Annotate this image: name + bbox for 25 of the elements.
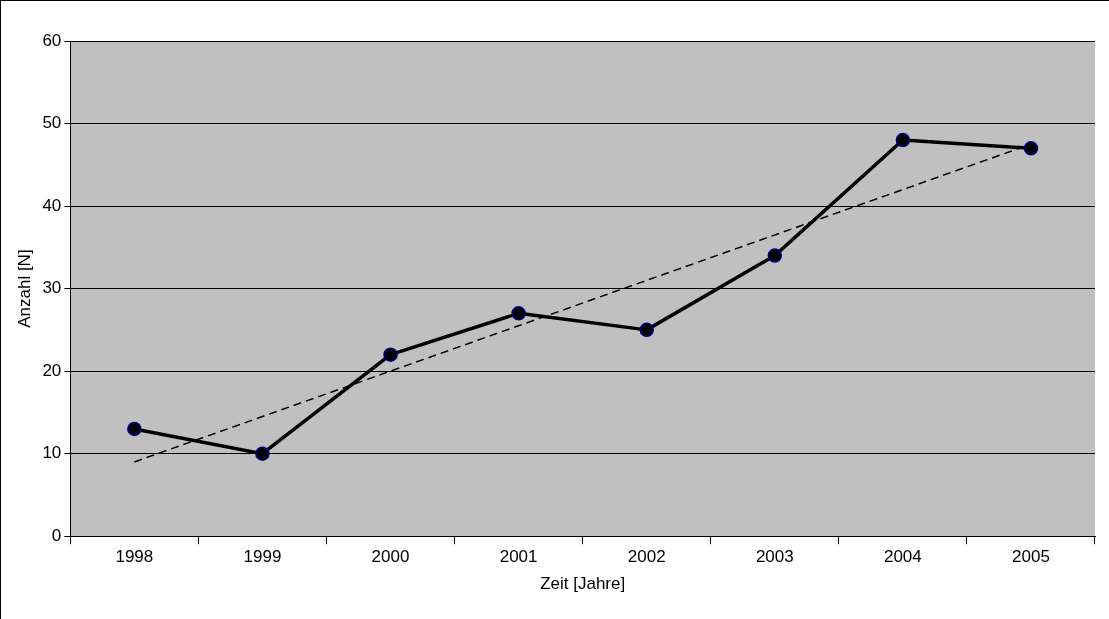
point xyxy=(127,421,142,437)
y-tick-label: 60 xyxy=(42,30,62,50)
y-axis-title: Anzahl [N] xyxy=(14,249,34,328)
y-tick-label: 40 xyxy=(42,195,62,215)
x-tick-label: 1999 xyxy=(243,547,282,567)
point xyxy=(767,248,783,263)
x-tick-label: 2002 xyxy=(627,547,666,567)
x-tick-label: 2000 xyxy=(371,547,410,567)
y-tick-label: 20 xyxy=(42,360,62,380)
y-tick-label: 30 xyxy=(42,278,62,298)
point xyxy=(511,306,526,321)
x-tick-label: 2003 xyxy=(755,547,794,567)
x-tick-label: 2001 xyxy=(499,547,538,567)
x-tick-label: 2005 xyxy=(1012,547,1050,567)
point xyxy=(383,347,398,362)
x-axis-title: Zeit [Jahre] xyxy=(540,574,626,594)
y-tick-label: 50 xyxy=(42,113,62,133)
point xyxy=(639,322,654,338)
point xyxy=(1023,141,1039,156)
y-tick-label: 10 xyxy=(42,443,62,463)
x-tick-label: 1998 xyxy=(115,547,154,567)
y-tick-label: 0 xyxy=(51,525,62,545)
x-tick-label: 2004 xyxy=(883,547,922,567)
point xyxy=(255,446,270,461)
point xyxy=(895,132,911,148)
